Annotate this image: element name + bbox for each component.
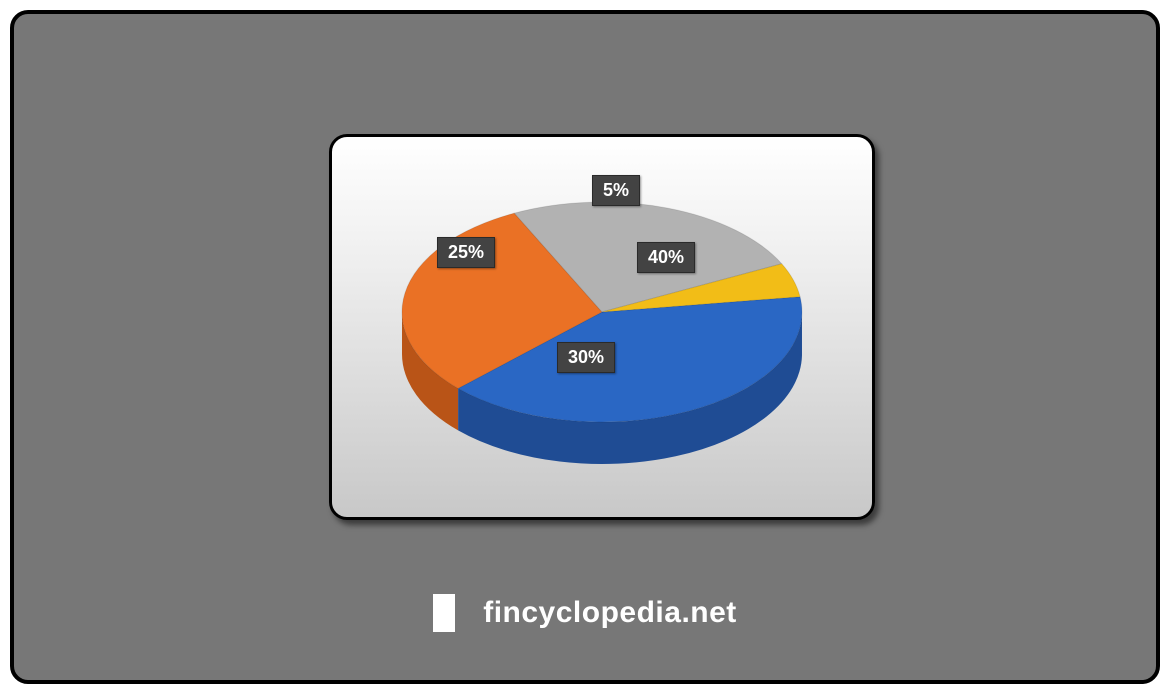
pie-chart-panel: 40% 30% 25% 5% bbox=[329, 134, 875, 520]
pie-slice-label: 5% bbox=[592, 175, 640, 206]
page-outer: 40% 30% 25% 5% fincyclopedia.net bbox=[0, 0, 1170, 694]
page-frame: 40% 30% 25% 5% fincyclopedia.net bbox=[10, 10, 1160, 684]
pie-slice-label: 40% bbox=[637, 242, 695, 273]
caption-text: fincyclopedia.net bbox=[483, 596, 737, 630]
caption-swatch bbox=[433, 594, 455, 632]
pie-slice-label: 30% bbox=[557, 342, 615, 373]
pie-slice-label: 25% bbox=[437, 237, 495, 268]
caption-row: fincyclopedia.net bbox=[14, 594, 1156, 632]
